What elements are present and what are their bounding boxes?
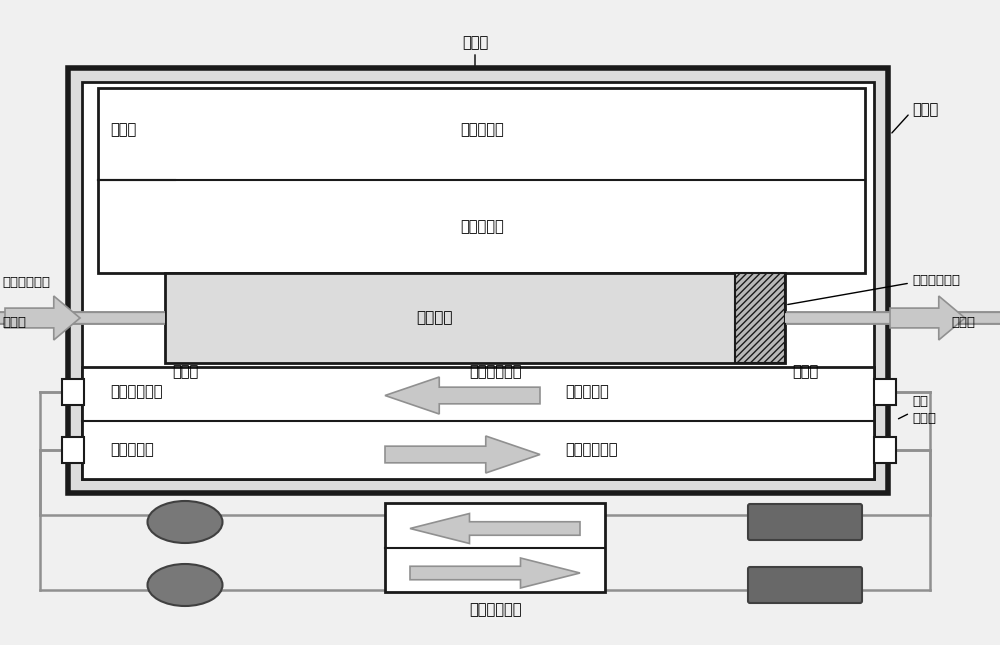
FancyBboxPatch shape — [68, 68, 888, 493]
Polygon shape — [410, 513, 580, 544]
FancyBboxPatch shape — [874, 437, 896, 463]
FancyBboxPatch shape — [385, 503, 605, 592]
Text: 测速计: 测速计 — [792, 364, 818, 379]
Text: 第一制冷系统: 第一制冷系统 — [469, 602, 521, 617]
Polygon shape — [385, 436, 540, 473]
Polygon shape — [385, 377, 540, 414]
FancyBboxPatch shape — [748, 504, 862, 540]
Polygon shape — [890, 296, 965, 340]
Text: 保温层: 保温层 — [462, 35, 488, 50]
Polygon shape — [5, 296, 80, 340]
FancyBboxPatch shape — [735, 273, 785, 363]
FancyBboxPatch shape — [82, 82, 874, 479]
Ellipse shape — [148, 501, 222, 543]
Ellipse shape — [148, 564, 222, 606]
Text: 液体流动方向: 液体流动方向 — [110, 384, 162, 399]
Text: 沉积物层: 沉积物层 — [417, 310, 453, 326]
FancyBboxPatch shape — [98, 88, 865, 273]
Text: 进口端: 进口端 — [2, 317, 26, 330]
Text: 分隔层: 分隔层 — [110, 123, 136, 137]
Text: 温度
传感器: 温度 传感器 — [912, 395, 936, 425]
Text: 液体流动方向: 液体流动方向 — [565, 442, 618, 457]
Text: 压力室: 压力室 — [912, 103, 938, 117]
Text: 水合物沉积物: 水合物沉积物 — [912, 273, 960, 286]
Text: 内层控温层: 内层控温层 — [460, 219, 504, 235]
Text: 环压泵: 环压泵 — [172, 364, 198, 379]
FancyBboxPatch shape — [62, 379, 84, 405]
FancyBboxPatch shape — [874, 379, 896, 405]
Text: 内层控温层: 内层控温层 — [565, 384, 609, 399]
Text: 外层控温层: 外层控温层 — [110, 442, 154, 457]
Text: 外层控温层: 外层控温层 — [460, 123, 504, 137]
Polygon shape — [410, 558, 580, 588]
FancyBboxPatch shape — [748, 567, 862, 603]
FancyBboxPatch shape — [82, 367, 874, 479]
Text: 第二制冷系统: 第二制冷系统 — [469, 364, 521, 379]
Text: 出口端: 出口端 — [951, 317, 975, 330]
FancyBboxPatch shape — [165, 273, 785, 363]
Text: 气体流动方向: 气体流动方向 — [2, 277, 50, 290]
FancyBboxPatch shape — [62, 437, 84, 463]
